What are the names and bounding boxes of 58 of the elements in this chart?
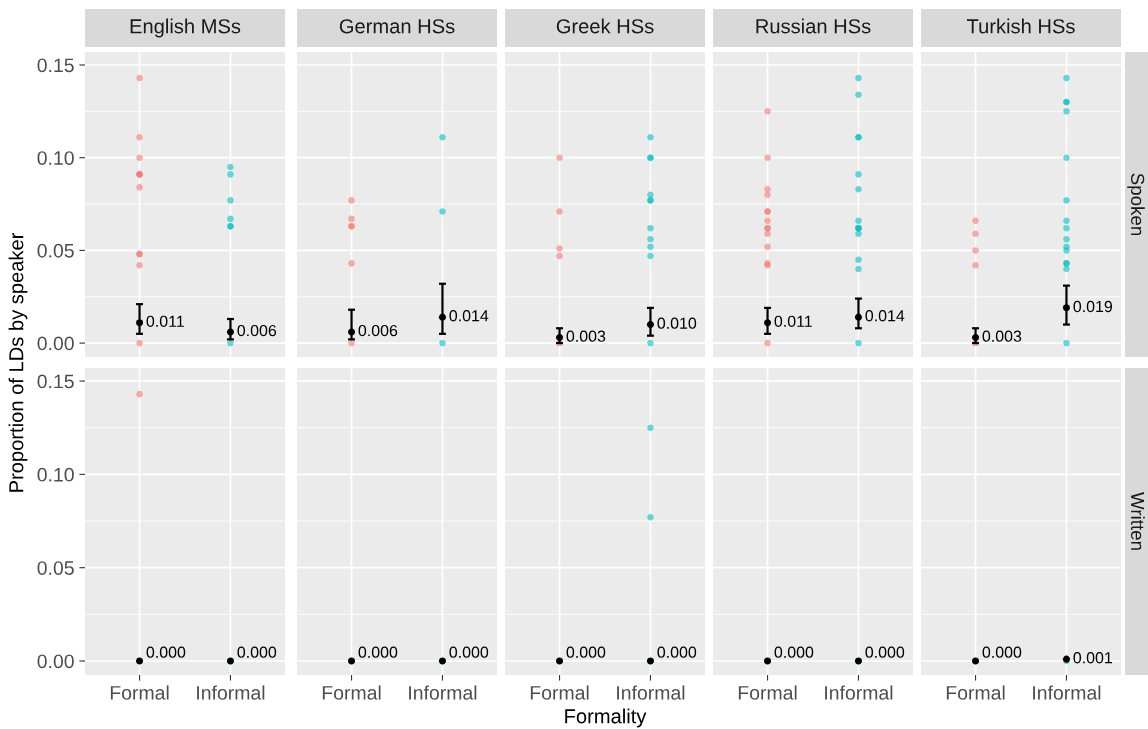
data-label: 0.000 xyxy=(146,646,186,658)
data-label: 0.000 xyxy=(982,646,1022,658)
data-label: 0.011 xyxy=(146,315,184,327)
x-tick-label: Informal xyxy=(617,685,685,700)
data-label: 0.003 xyxy=(982,330,1022,342)
data-label: 0.006 xyxy=(358,324,398,337)
y2-axis-title: Written xyxy=(1130,492,1145,550)
chart-title: English MSs xyxy=(130,18,241,38)
data-label: 0.014 xyxy=(865,310,905,322)
y-tick-label: 0.10 xyxy=(37,467,74,482)
data-label: 0.000 xyxy=(774,646,814,658)
point xyxy=(1063,339,1070,347)
data-label: 0.000 xyxy=(657,646,697,658)
x-tick-label: Formal xyxy=(946,685,1005,700)
y-tick-label: 0.15 xyxy=(37,58,74,73)
y-tick-label: 0.15 xyxy=(37,374,74,389)
chart-title: German HSs xyxy=(339,19,455,34)
y-tick-label: 0.05 xyxy=(37,561,74,575)
y-tick-label: 0.10 xyxy=(37,151,74,165)
chart-title: Russian HSs xyxy=(756,18,871,34)
x-tick-label: Informal xyxy=(1033,685,1101,700)
point xyxy=(1063,247,1070,254)
data-label: 0.000 xyxy=(865,646,905,658)
point xyxy=(1063,217,1070,224)
data-label: 0.006 xyxy=(237,324,277,337)
point xyxy=(1063,236,1070,243)
x-tick-label: Formal xyxy=(530,685,589,700)
chart-title: Greek HSs xyxy=(556,18,654,34)
x-tick-label: Formal xyxy=(110,685,169,700)
chart-title: Turkish HSs xyxy=(967,18,1075,34)
point xyxy=(1063,108,1070,115)
data-label: 0.000 xyxy=(358,646,398,658)
point xyxy=(1062,304,1070,312)
point xyxy=(1063,197,1070,204)
point xyxy=(1063,74,1070,82)
y-tick-label: 0.00 xyxy=(37,336,74,351)
y-axis-title: Proportion of LDs by speaker xyxy=(8,232,28,492)
data-label: 0.014 xyxy=(449,310,489,322)
data-label: 0.011 xyxy=(774,315,812,327)
point xyxy=(1063,224,1070,232)
y-tick-label: 0.05 xyxy=(37,243,74,258)
x-tick-label: Formal xyxy=(738,685,797,700)
x-tick-label: Formal xyxy=(322,685,381,700)
data-label: 0.000 xyxy=(449,646,489,658)
data-label: 0.000 xyxy=(566,646,606,658)
x-tick-label: Informal xyxy=(409,685,477,700)
data-label: 0.000 xyxy=(237,646,277,658)
point xyxy=(1063,154,1070,161)
y-tick-label: 0.00 xyxy=(37,654,74,669)
y2-axis-title: Spoken xyxy=(1127,173,1145,236)
data-label: 0.010 xyxy=(657,317,697,329)
data-label: 0.003 xyxy=(566,330,606,342)
x-tick-label: Informal xyxy=(197,685,265,700)
data-label: 0.001 xyxy=(1073,652,1113,664)
data-label: 0.019 xyxy=(1073,300,1113,313)
x-axis-title: Formality xyxy=(565,708,647,728)
x-tick-label: Informal xyxy=(825,685,893,700)
point xyxy=(1063,265,1070,273)
